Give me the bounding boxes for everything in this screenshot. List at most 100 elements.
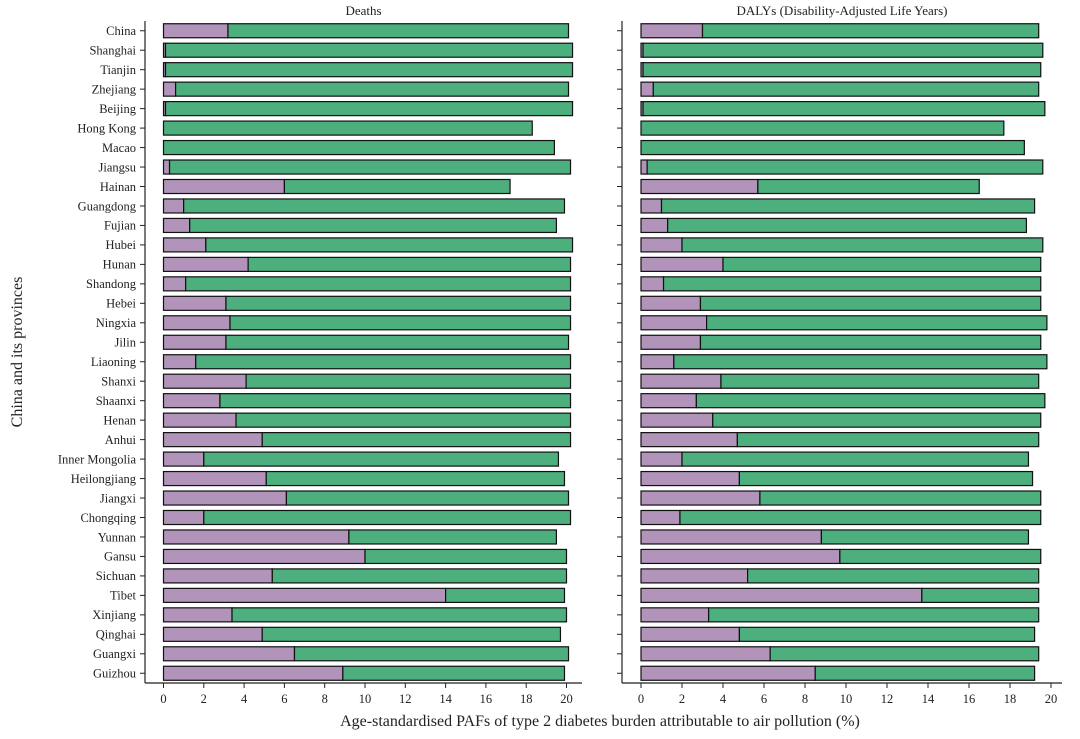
deaths-bar-jiangsu-segment-2 — [168, 159, 572, 175]
dalys-bar-guangxi-segment-1 — [640, 646, 771, 662]
deaths-x-tick-label-0: 0 — [160, 692, 166, 706]
deaths-bar-henan-segment-2 — [235, 412, 572, 428]
deaths-bar-guangxi-segment-2 — [293, 646, 570, 662]
dalys-bar-hunan-segment-2 — [722, 256, 1042, 272]
dalys-bar-hebei-segment-1 — [640, 295, 702, 311]
category-label-shanghai: Shanghai — [89, 44, 136, 58]
dalys-bar-qinghai-segment-2 — [738, 626, 1036, 642]
deaths-bar-tibet-segment-1 — [162, 587, 447, 603]
deaths-bar-gansu-segment-2 — [364, 548, 568, 565]
dalys-bar-shandong-segment-1 — [640, 276, 665, 292]
category-label-china: China — [106, 24, 136, 38]
dalys-bar-china-segment-1 — [640, 23, 704, 39]
deaths-bar-shandong-segment-2 — [185, 276, 572, 292]
deaths-x-tick-label-12: 12 — [399, 692, 412, 706]
deaths-bar-hubei-segment-2 — [205, 237, 574, 253]
deaths-bar-ningxia-segment-2 — [229, 315, 572, 331]
dalys-bar-inner-mongolia-segment-1 — [640, 451, 683, 467]
deaths-bar-heilongjiang-segment-2 — [265, 470, 566, 487]
deaths-bar-sichuan-segment-2 — [271, 568, 568, 584]
deaths-bar-jiangsu-segment-1 — [162, 159, 171, 175]
dalys-x-tick-label-0: 0 — [638, 692, 644, 706]
category-label-zhejiang: Zhejiang — [92, 82, 137, 96]
dalys-bar-yunnan-segment-1 — [640, 529, 822, 545]
deaths-bar-qinghai-segment-1 — [162, 626, 263, 642]
category-label-jilin: Jilin — [114, 336, 136, 350]
deaths-bar-qinghai-segment-2 — [261, 626, 562, 642]
dalys-bar-qinghai-segment-1 — [640, 626, 741, 642]
deaths-bar-jiangxi-segment-2 — [285, 490, 570, 506]
dalys-bar-heilongjiang-segment-2 — [738, 470, 1034, 487]
dalys-bar-shaanxi-segment-2 — [695, 393, 1046, 409]
category-label-hunan: Hunan — [103, 258, 137, 272]
dalys-bar-guizhou-segment-1 — [640, 665, 816, 681]
dalys-bar-tianjin-segment-2 — [642, 62, 1042, 78]
dalys-x-tick-label-10: 10 — [840, 692, 853, 706]
deaths-bar-shaanxi-segment-1 — [162, 393, 221, 409]
y-axis-title: China and its provinces — [9, 277, 26, 428]
dalys-bars — [617, 21, 1062, 684]
deaths-category-labels: China Shanghai Tianjin Zhejiang Beijing Hong … — [58, 24, 137, 681]
category-label-jiangxi: Jiangxi — [100, 491, 137, 505]
dalys-x-tick-label-6: 6 — [761, 692, 767, 706]
category-label-shanxi: Shanxi — [101, 375, 136, 389]
deaths-x-tick-label-4: 4 — [241, 692, 248, 706]
dalys-bar-anhui-segment-2 — [736, 432, 1040, 448]
deaths-bar-xinjiang-segment-1 — [162, 607, 233, 623]
category-label-heilongjiang: Heilongjiang — [71, 472, 137, 486]
deaths-panel-title: Deaths — [345, 3, 381, 18]
dalys-bar-jiangxi-segment-2 — [759, 490, 1042, 506]
deaths-x-tick-label-14: 14 — [439, 692, 452, 706]
dalys-bar-guangdong-segment-2 — [660, 198, 1036, 214]
dalys-bar-hebei-segment-2 — [699, 295, 1042, 311]
dalys-bar-hainan-segment-2 — [757, 178, 980, 195]
deaths-bar-chongqing-segment-1 — [162, 509, 205, 526]
dalys-bar-shanxi-segment-1 — [640, 373, 722, 389]
dalys-bar-jiangsu-segment-1 — [640, 159, 648, 175]
deaths-bar-liaoning-segment-1 — [162, 354, 197, 370]
deaths-bar-jiangxi-segment-1 — [162, 490, 288, 506]
category-label-tianjin: Tianjin — [100, 63, 136, 77]
deaths-x-tick-label-10: 10 — [359, 692, 372, 706]
category-label-xinjiang: Xinjiang — [92, 608, 136, 622]
dalys-bar-fujian-segment-1 — [640, 217, 669, 234]
deaths-bar-tibet-segment-2 — [445, 587, 566, 603]
deaths-bar-zhejiang-segment-1 — [162, 81, 177, 97]
deaths-bar-ningxia-segment-1 — [162, 315, 231, 331]
category-label-beijing: Beijing — [99, 102, 137, 116]
deaths-bar-hainan-segment-1 — [162, 178, 286, 195]
deaths-bar-guangdong-segment-1 — [162, 198, 185, 214]
deaths-bar-hunan-segment-2 — [247, 256, 572, 272]
deaths-bar-fujian-segment-2 — [189, 217, 558, 234]
dalys-bar-shandong-segment-2 — [662, 276, 1042, 292]
dalys-bar-liaoning-segment-1 — [640, 354, 675, 370]
category-label-ningxia: Ningxia — [96, 316, 137, 330]
deaths-bar-hebei-segment-2 — [225, 295, 572, 311]
dalys-x-tick-label-20: 20 — [1045, 692, 1058, 706]
category-label-shandong: Shandong — [86, 277, 137, 291]
deaths-bar-china-segment-2 — [227, 23, 570, 39]
dalys-bar-gansu-segment-1 — [640, 548, 841, 565]
dalys-x-tick-label-8: 8 — [802, 692, 808, 706]
category-label-liaoning: Liaoning — [91, 355, 137, 369]
category-label-henan: Henan — [103, 413, 136, 427]
category-label-hubei: Hubei — [105, 238, 136, 252]
dalys-bar-jilin-segment-2 — [699, 334, 1042, 350]
dalys-bar-anhui-segment-1 — [640, 432, 738, 448]
deaths-x-tick-label-18: 18 — [520, 692, 533, 706]
category-label-fujian: Fujian — [104, 219, 137, 233]
dalys-bar-sichuan-segment-2 — [746, 568, 1040, 584]
deaths-bar-guangxi-segment-1 — [162, 646, 296, 662]
x-axis-title: Age-standardised PAFs of type 2 diabetes… — [340, 713, 860, 730]
deaths-x-tick-label-8: 8 — [322, 692, 328, 706]
deaths-bar-tianjin-segment-2 — [164, 62, 574, 78]
category-label-jiangsu: Jiangsu — [99, 160, 137, 174]
category-label-guangxi: Guangxi — [93, 647, 137, 661]
category-label-hainan: Hainan — [100, 180, 137, 194]
dalys-bar-sichuan-segment-1 — [640, 568, 749, 584]
deaths-bar-inner-mongolia-segment-2 — [203, 451, 560, 467]
deaths-bar-henan-segment-1 — [162, 412, 237, 428]
deaths-bar-fujian-segment-1 — [162, 217, 191, 234]
deaths-x-tick-label-6: 6 — [281, 692, 287, 706]
